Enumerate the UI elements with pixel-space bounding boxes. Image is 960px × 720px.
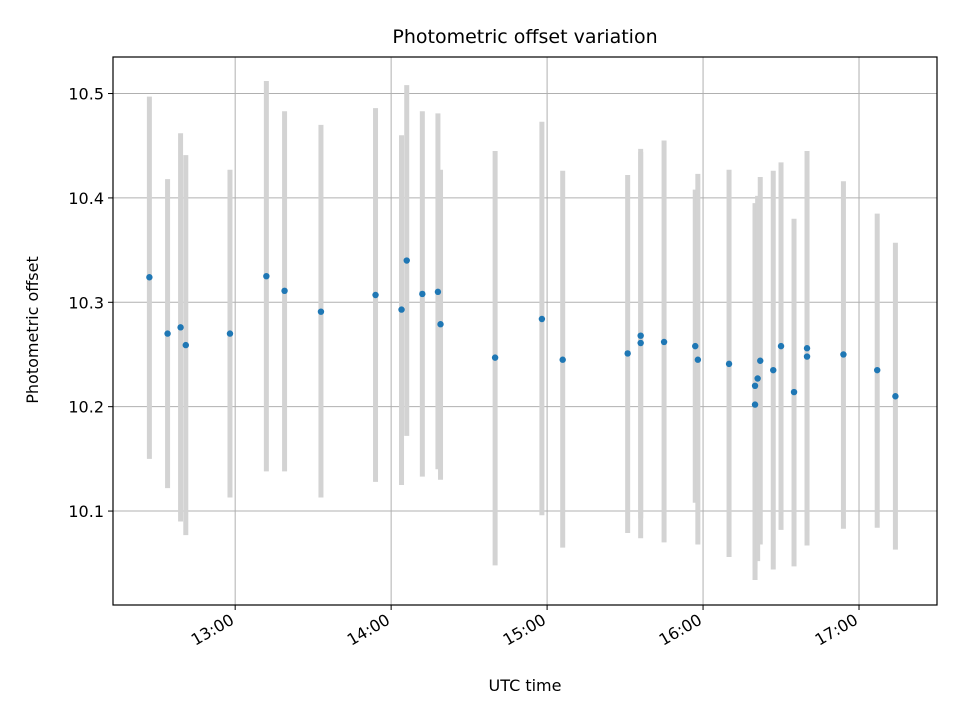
data-point [403,257,410,264]
data-point [263,273,270,280]
data-point [757,357,764,364]
data-point [538,315,546,323]
data-point [840,351,847,358]
y-tick-label: 10.3 [68,293,104,312]
axes-frame [112,56,938,606]
y-tick-label: 10.5 [68,85,104,104]
data-point [177,324,184,331]
y-tick-label: 10.1 [68,502,104,521]
y-tick-label: 10.4 [68,189,104,208]
data-point [637,339,644,347]
data-point [694,356,702,363]
data-point [790,388,798,396]
data-point [751,401,759,408]
data-point [419,290,426,298]
data-point [559,356,566,363]
data-point [770,366,777,374]
data-point [398,306,405,313]
data-point [874,366,881,374]
data-point [164,330,171,337]
data-point [725,360,733,368]
data-point [434,288,442,296]
data-point [226,330,234,337]
data-point [751,382,759,389]
data-point [281,287,288,295]
data-point [437,321,444,328]
y-axis-label: Photometric offset [23,256,42,404]
data-point [692,342,699,350]
data-point [777,342,785,350]
data-point [146,274,153,281]
data-point [317,308,325,315]
data-point [182,341,189,349]
data-point [754,375,761,382]
data-point [803,345,811,352]
gridlines [113,57,937,605]
chart-title: Photometric offset variation [392,26,657,48]
data-point [803,353,811,360]
y-axis-ticks: 10.1 10.2 10.3 10.4 10.5 [68,85,113,521]
data-point [372,291,379,299]
data-point [491,354,499,361]
y-tick-label: 10.2 [68,398,104,417]
data-point [637,332,644,339]
data-points [146,257,899,408]
data-point [660,338,668,346]
data-point [892,393,899,400]
x-axis-label: UTC time [489,676,562,695]
data-point [624,350,631,357]
